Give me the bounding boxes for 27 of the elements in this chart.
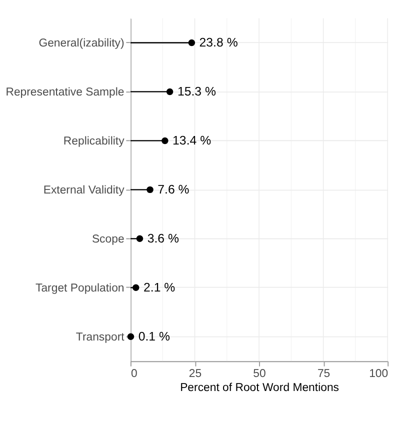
y-tick-label: External Validity [43,184,125,196]
x-tick-label: 100 [369,368,388,380]
data-label: 13.4 % [172,134,212,148]
point [188,39,196,46]
point [166,88,174,96]
y-tick-label: General(izability) [38,38,124,50]
point [162,137,168,144]
data-label: 2.1 % [143,280,176,294]
y-tick-label: Transport [76,331,126,344]
x-tick-label: 50 [253,368,266,380]
data-label: 15.3 % [177,84,216,99]
x-tick-label: 75 [317,368,330,380]
y-tick-label: Representative Sample [6,86,124,99]
point [146,186,154,194]
data-label: 0.1 % [138,329,170,344]
x-axis-title: Percent of Root Word Mentions [180,382,340,394]
data-label: 7.6 % [158,182,190,196]
y-tick-label: Replicability [63,136,125,148]
point [132,284,140,292]
point [136,235,144,242]
data-label: 3.6 % [147,231,180,246]
data-label: 23.8 % [199,36,238,50]
y-tick-label: Scope [92,233,124,246]
y-tick-label: Target Population [36,282,124,294]
point [127,333,134,340]
x-tick-label: 25 [188,368,202,380]
x-tick-label: 0 [130,368,138,380]
